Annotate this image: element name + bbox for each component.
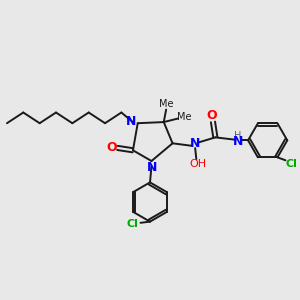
Text: Cl: Cl bbox=[127, 219, 139, 229]
Text: N: N bbox=[190, 136, 200, 149]
Text: Me: Me bbox=[177, 112, 192, 122]
Text: N: N bbox=[233, 135, 243, 148]
Text: O: O bbox=[107, 140, 118, 154]
Text: N: N bbox=[126, 115, 136, 128]
Text: Me: Me bbox=[159, 99, 173, 109]
Text: Cl: Cl bbox=[286, 159, 297, 169]
Text: H: H bbox=[234, 131, 242, 141]
Text: N: N bbox=[147, 161, 157, 174]
Text: OH: OH bbox=[189, 159, 206, 170]
Text: O: O bbox=[206, 110, 217, 122]
